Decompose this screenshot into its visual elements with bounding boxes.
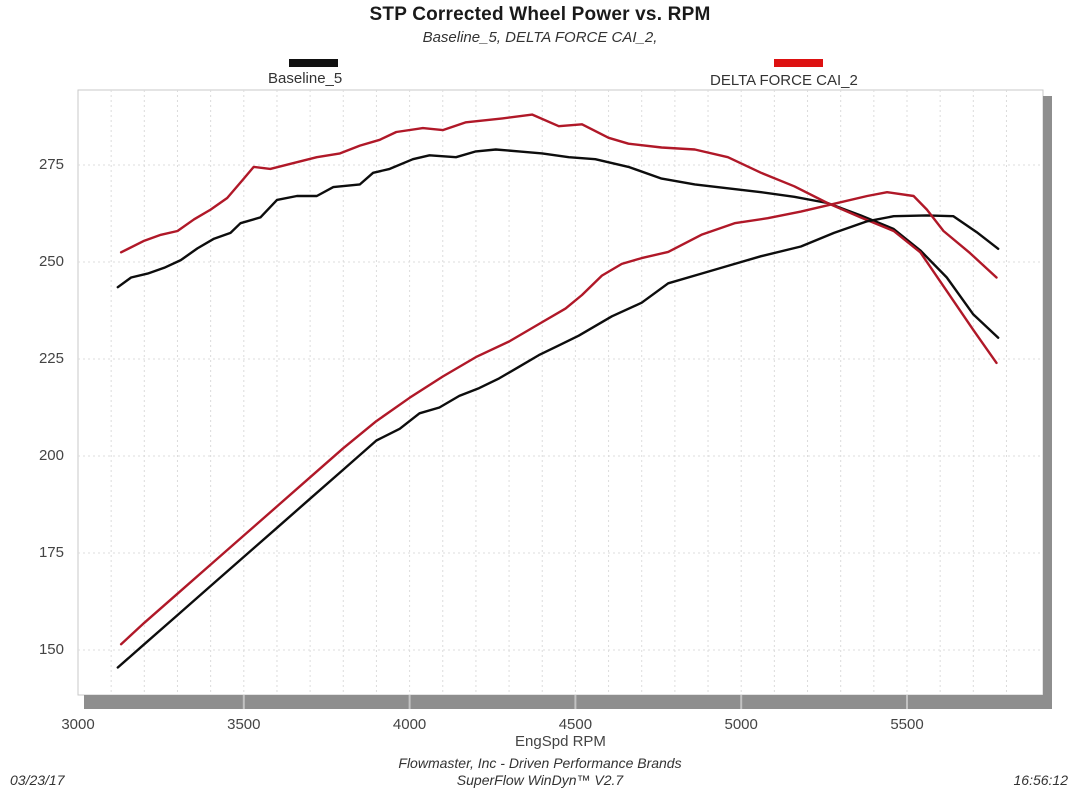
x-tick-label: 5500: [890, 716, 924, 733]
y-tick-label: 275: [38, 156, 64, 173]
y-tick-label: 225: [38, 350, 64, 367]
x-axis-strip: [84, 695, 1049, 709]
curve-baseline-5-power-curve: [116, 214, 1000, 669]
legend-cai-label: DELTA FORCE CAI_2: [710, 72, 858, 89]
footer-time: 16:56:12: [1013, 772, 1069, 788]
curve-delta-force-cai-2-torque-curve: [119, 113, 998, 365]
curve-baseline-5-torque-curve: [116, 148, 1000, 339]
footer-date: 03/23/17: [10, 772, 65, 788]
footer-software-line: SuperFlow WinDyn™ V2.7: [456, 772, 624, 788]
y-tick-label: 200: [38, 447, 64, 464]
page-title: STP Corrected Wheel Power vs. RPM: [369, 4, 711, 25]
y-tick-label: 150: [38, 641, 64, 658]
y-axis-shadow-strip: [1043, 96, 1052, 709]
x-tick-label: 4500: [558, 716, 593, 733]
x-tick-label: 4000: [392, 716, 427, 733]
plot-frame: [77, 89, 1044, 696]
x-tick-label: 3000: [61, 716, 95, 733]
footer-brand-line: Flowmaster, Inc - Driven Performance Bra…: [398, 755, 682, 771]
x-tick-label: 5000: [724, 716, 758, 733]
legend-baseline-label: Baseline_5: [268, 70, 343, 87]
legend-cai-swatch: [774, 59, 823, 67]
x-tick-label: 3500: [227, 716, 261, 733]
legend-baseline-swatch: [289, 59, 338, 67]
y-tick-label: 175: [38, 544, 64, 561]
page-subtitle: Baseline_5, DELTA FORCE CAI_2,: [422, 29, 658, 46]
y-tick-label: 250: [38, 253, 64, 270]
x-axis-title: EngSpd RPM: [515, 733, 606, 750]
curve-delta-force-cai-2-power-curve: [119, 190, 998, 646]
